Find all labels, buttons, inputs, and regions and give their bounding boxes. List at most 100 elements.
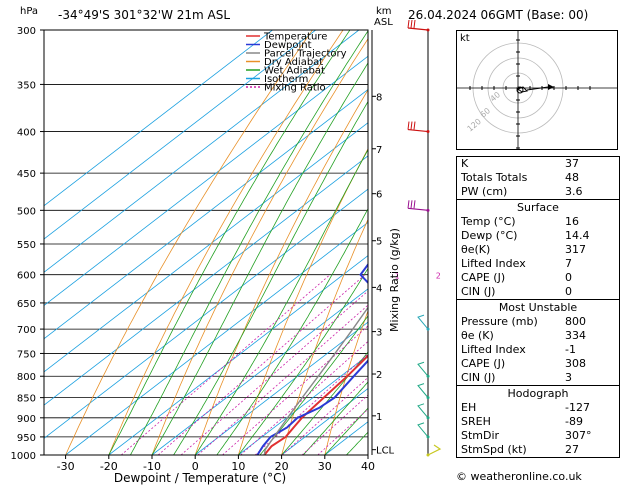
temperature-tick-label: -30 <box>57 460 75 473</box>
index-key: K <box>461 157 469 170</box>
index-value: 48 <box>565 171 579 184</box>
wind-barb-icon <box>426 453 430 457</box>
pressure-tick-label: 950 <box>17 433 36 444</box>
temperature-tick-label: 0 <box>192 460 199 473</box>
dry-adiabat-line <box>238 147 368 455</box>
surface-row: Dewp (°C) 14.4 <box>457 229 619 243</box>
wet-adiabat-line <box>108 30 351 455</box>
hpa-label: hPa <box>20 6 39 17</box>
mu-value: -1 <box>565 343 576 356</box>
wind-barb-icon <box>407 121 410 130</box>
km-tick-label: 7 <box>376 145 382 156</box>
index-key: Totals Totals <box>461 171 528 184</box>
wet-adiabat-line <box>194 148 368 455</box>
hodo-row: StmDir 307° <box>457 429 619 443</box>
mixing-ratio-line <box>281 376 368 455</box>
pressure-tick-label: 850 <box>17 394 36 405</box>
indices-table: K 37 Totals Totals 48 PW (cm) 3.6 Surface T… <box>456 156 620 458</box>
isotherm-line <box>44 188 368 439</box>
wind-barb-icon <box>426 416 430 420</box>
wind-barb-icon <box>413 19 416 29</box>
mu-key: CIN (J) <box>461 371 496 384</box>
mixing-ratio-line <box>240 340 368 455</box>
mixing-ratio-line <box>317 408 368 455</box>
wind-barb-icon <box>407 207 429 211</box>
hodograph-storm-vector <box>526 86 549 91</box>
surface-row: Lifted Index 7 <box>457 257 619 271</box>
series-line-parcel-trajectory <box>263 306 368 455</box>
asl-label: ASL <box>374 17 393 28</box>
surface-row: CIN (J) 0 <box>457 285 619 299</box>
hodograph-arrow-icon <box>548 84 554 90</box>
pressure-tick-label: 400 <box>17 128 36 139</box>
wind-barb-icon <box>417 422 429 438</box>
wet-adiabat-line <box>302 381 368 455</box>
km-tick-label: 5 <box>376 237 382 248</box>
km-tick-label: 3 <box>376 328 382 339</box>
hodo-value: 307° <box>565 429 592 442</box>
mu-row: Lifted Index -1 <box>457 343 619 357</box>
pressure-tick-label: 750 <box>17 349 36 360</box>
wind-barb-icon <box>417 383 429 398</box>
pressure-tick-label: 550 <box>17 240 36 251</box>
isotherm-line <box>151 288 368 455</box>
wet-adiabat-line <box>130 30 368 455</box>
temperature-tick-label: 20 <box>275 460 289 473</box>
wind-barb-icon <box>413 200 416 209</box>
mu-value: 334 <box>565 329 586 342</box>
wind-barb-icon <box>426 130 430 134</box>
isotherm-line <box>65 221 368 455</box>
wind-barb-icon <box>426 208 430 212</box>
mixing-ratio-line <box>180 290 368 455</box>
hodo-row: StmSpd (kt) 27 <box>457 443 619 457</box>
km-tick-label: 6 <box>376 190 382 201</box>
mixing-ratio-label: 1 <box>395 272 400 281</box>
legend-label: Dry Adiabat <box>264 57 323 68</box>
index-value: 3.6 <box>565 185 583 198</box>
mixing-ratio-line <box>222 325 368 455</box>
km-tick-label: 2 <box>376 370 382 381</box>
mu-row: Pressure (mb) 800 <box>457 315 619 329</box>
surface-value: 317 <box>565 243 586 256</box>
hodo-row: SREH -89 <box>457 415 619 429</box>
hodo-value: -89 <box>565 415 583 428</box>
legend-label: Wet Adiabat <box>264 66 325 77</box>
wind-barb-icon <box>426 396 430 400</box>
km-tick-label: LCL <box>376 446 395 457</box>
isotherm-line <box>44 30 360 273</box>
surface-row: CAPE (J) 0 <box>457 271 619 285</box>
isotherm-line <box>44 155 368 406</box>
isotherm-line <box>44 122 368 373</box>
surface-title: Surface <box>517 201 559 214</box>
km-label: km <box>376 6 392 17</box>
surface-value: 0 <box>565 271 572 284</box>
temperature-tick-label: -20 <box>100 460 118 473</box>
series-line-temperature <box>263 354 368 455</box>
x-axis-label: Dewpoint / Temperature (°C) <box>114 471 286 485</box>
mu-row: CAPE (J) 308 <box>457 357 619 371</box>
surface-key: CIN (J) <box>461 285 496 298</box>
hodo-key: SREH <box>461 415 491 428</box>
mu-key: Lifted Index <box>461 343 526 356</box>
isotherm-line <box>44 55 368 306</box>
wind-barb-icon <box>426 374 430 378</box>
hodo-key: EH <box>461 401 477 414</box>
pressure-tick-label: 300 <box>17 26 36 37</box>
wind-barb-icon <box>410 19 413 29</box>
mixing-ratio-line <box>197 304 368 455</box>
pressure-tick-label: 700 <box>17 325 36 336</box>
copyright-watermark: © weatheronline.co.uk <box>456 470 582 483</box>
surface-key: Temp (°C) <box>461 215 516 228</box>
km-tick-label: 4 <box>376 283 382 294</box>
wind-barb-icon <box>426 28 430 32</box>
wind-barb-icon <box>417 403 429 419</box>
mu-key: CAPE (J) <box>461 357 506 370</box>
wind-barb-icon <box>417 361 429 377</box>
pressure-tick-label: 1000 <box>11 451 36 462</box>
wet-adiabat-line <box>259 315 368 455</box>
wet-adiabat-line <box>281 351 368 455</box>
pressure-tick-label: 650 <box>17 299 36 310</box>
index-row-k: K 37 <box>457 157 619 171</box>
most-unstable-section: Most Unstable Pressure (mb) 800 θe (K) 334… <box>457 299 619 385</box>
